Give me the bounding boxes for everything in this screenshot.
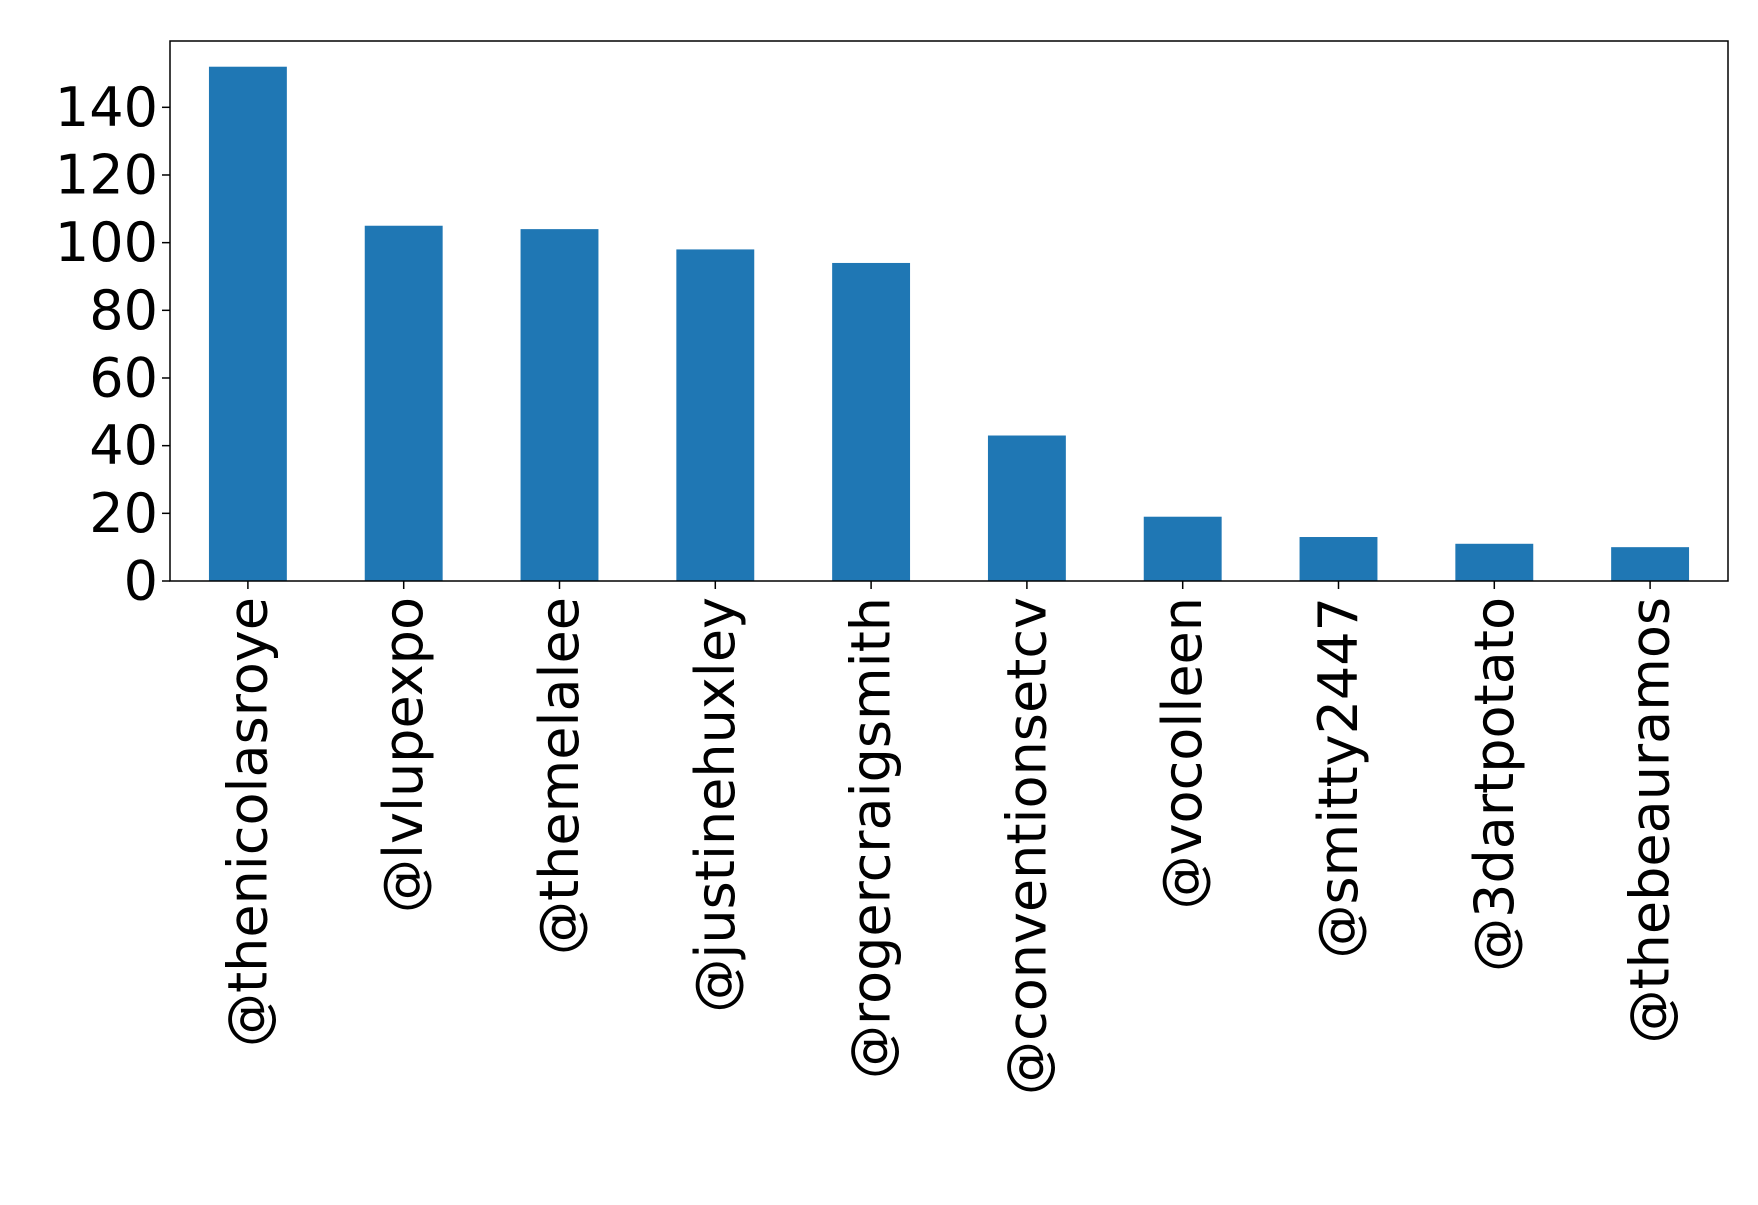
y-tick-label: 20 <box>89 482 158 545</box>
x-tick-label: @justinehuxley <box>684 597 747 1013</box>
bar <box>1611 547 1690 581</box>
y-tick-label: 140 <box>55 76 158 139</box>
bar <box>676 249 755 581</box>
bar <box>520 229 599 581</box>
y-tick-label: 80 <box>89 279 158 342</box>
bar <box>1143 516 1222 581</box>
x-tick-label: @thebeauramos <box>1619 597 1682 1044</box>
y-tick-label: 100 <box>55 211 158 274</box>
y-tick-label: 40 <box>89 414 158 477</box>
y-tick-label: 120 <box>55 143 158 206</box>
x-tick-label: @conventionsetcv <box>995 597 1058 1095</box>
plot-frame <box>169 40 1729 582</box>
y-tick-label: 0 <box>124 550 158 613</box>
x-tick-label: @themelalee <box>528 597 591 955</box>
x-tick-label: @rogercraigsmith <box>840 597 903 1079</box>
x-tick-label: @lvlupexpo <box>372 597 435 913</box>
y-tick-label: 60 <box>89 346 158 409</box>
x-tick-label: @vocolleen <box>1151 597 1214 909</box>
bar <box>1455 543 1534 581</box>
x-tick-label: @smitty2447 <box>1307 597 1370 958</box>
x-tick-label: @3dartpotato <box>1463 597 1526 972</box>
bar <box>364 225 443 581</box>
bar <box>1299 537 1378 581</box>
bar <box>987 435 1066 581</box>
x-tick-label: @thenicolasroye <box>216 597 279 1047</box>
bar <box>832 262 911 581</box>
bar <box>208 66 287 581</box>
